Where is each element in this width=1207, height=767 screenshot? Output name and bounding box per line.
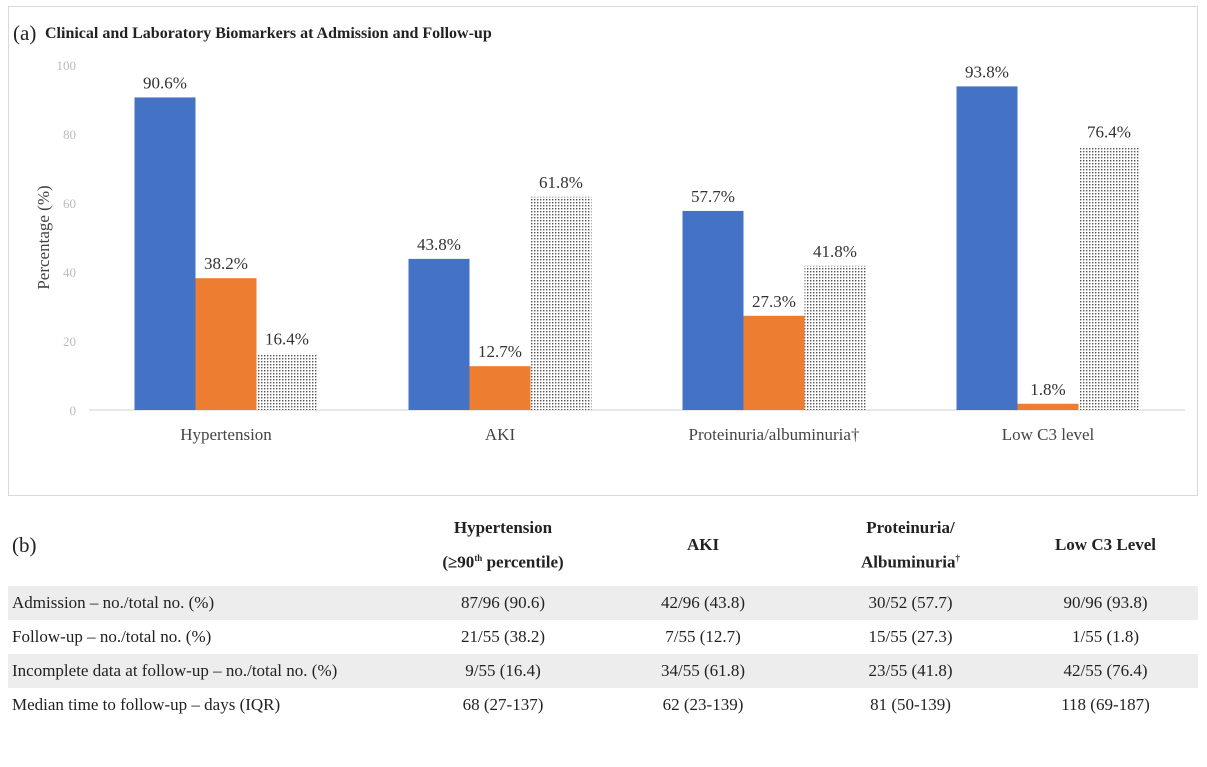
y-tick-label: 40 <box>63 265 76 280</box>
x-tick-label: Hypertension <box>180 425 272 444</box>
row-label: Incomplete data at follow-up – no./total… <box>8 654 408 688</box>
bar <box>195 278 257 410</box>
column-header: Low C3 Level <box>1013 504 1198 586</box>
bar <box>956 86 1018 410</box>
table-cell: 62 (23-139) <box>662 695 744 714</box>
data-label: 76.4% <box>1087 122 1131 141</box>
table-cell: 81 (50-139) <box>870 695 951 714</box>
table-cell: 42/96 (43.8) <box>598 586 808 620</box>
bar <box>743 315 805 410</box>
column-header-line2: (≥90 <box>442 552 475 572</box>
column-header: Proteinuria/ Albuminuria† <box>808 504 1013 586</box>
y-tick-label: 100 <box>57 58 77 73</box>
summary-table: (b) Hypertension (≥90th percentile) AKI … <box>8 504 1198 722</box>
chart-title: Clinical and Laboratory Biomarkers at Ad… <box>45 25 492 42</box>
bar-chart: 0 20 40 60 80 100 Percentage (%) 90.6% 38.2% 16.4… <box>34 58 1185 444</box>
data-label: 12.7% <box>478 342 522 361</box>
bar <box>408 258 470 410</box>
row-label: Follow-up – no./total no. (%) <box>12 627 212 646</box>
table-cell: 21/55 (38.2) <box>460 627 546 646</box>
column-header-line2: Albuminuria <box>861 552 956 572</box>
y-tick-label: 20 <box>63 334 76 349</box>
data-label: 90.6% <box>143 73 187 92</box>
table-cell: 7/55 (12.7) <box>665 627 741 646</box>
table-cell: 1/55 (1.8) <box>1071 627 1140 646</box>
table-cell: 87/96 (90.6) <box>408 586 598 620</box>
table-cell: 30/52 (57.7) <box>808 586 1013 620</box>
table-panel: (b) Hypertension (≥90th percentile) AKI … <box>8 504 1198 766</box>
table-row: Admission – no./total no. (%) 87/96 (90.… <box>8 586 1198 620</box>
table-cell: 118 (69-187) <box>1061 695 1150 714</box>
bar <box>1017 403 1079 410</box>
data-label: 57.7% <box>691 187 735 206</box>
data-label: 16.4% <box>265 329 309 348</box>
column-header-line1: Hypertension <box>453 517 553 537</box>
x-tick-label: AKI <box>485 425 516 444</box>
bar <box>530 196 592 410</box>
column-header-line2b: percentile) <box>482 552 564 572</box>
column-header: Hypertension (≥90th percentile) <box>408 504 598 586</box>
table-cell: 9/55 (16.4) <box>408 654 598 688</box>
table-row: Follow-up – no./total no. (%) 21/55 (38.… <box>8 620 1198 654</box>
table-cell: 68 (27-137) <box>462 695 544 714</box>
column-header-line1: Proteinuria/ <box>866 517 955 537</box>
panel-b-label: (b) <box>12 533 37 557</box>
row-label: Median time to follow-up – days (IQR) <box>12 695 281 714</box>
bar <box>469 366 531 410</box>
column-header-line1: AKI <box>686 535 720 554</box>
table-cell: 90/96 (93.8) <box>1013 586 1198 620</box>
y-axis-label: Percentage (%) <box>34 185 53 289</box>
data-label: 1.8% <box>1030 380 1065 399</box>
data-label: 41.8% <box>813 242 857 261</box>
data-label: 27.3% <box>752 292 796 311</box>
x-tick-label: Low C3 level <box>1002 425 1095 444</box>
bar <box>1078 146 1140 411</box>
bar <box>682 210 744 410</box>
y-tick-label: 0 <box>70 403 77 418</box>
chart-panel: 0 20 40 60 80 100 Percentage (%) 90.6% 38.2% 16.4… <box>8 6 1198 496</box>
y-tick-label: 80 <box>63 127 76 142</box>
row-label: Admission – no./total no. (%) <box>8 586 408 620</box>
panel-a-label: (a) <box>13 21 37 45</box>
table-row: Median time to follow-up – days (IQR) 68… <box>8 688 1198 722</box>
column-header: AKI <box>598 504 808 586</box>
data-label: 43.8% <box>417 235 461 254</box>
table-header-row: (b) Hypertension (≥90th percentile) AKI … <box>8 504 1198 586</box>
y-tick-label: 60 <box>63 196 76 211</box>
bar <box>804 265 866 410</box>
table-cell: 15/55 (27.3) <box>868 627 953 646</box>
data-label: 93.8% <box>965 62 1009 81</box>
table-cell: 23/55 (41.8) <box>808 654 1013 688</box>
table-cell: 34/55 (61.8) <box>598 654 808 688</box>
bar <box>256 353 318 410</box>
table-cell: 42/55 (76.4) <box>1013 654 1198 688</box>
data-label: 38.2% <box>204 254 248 273</box>
column-header-line1: Low C3 Level <box>1054 535 1157 554</box>
data-label: 61.8% <box>539 173 583 192</box>
bar <box>134 97 196 411</box>
column-header-sup: † <box>955 552 960 563</box>
x-tick-label: Proteinuria/albuminuria† <box>689 425 860 444</box>
column-header-sup: th <box>474 552 483 563</box>
table-row: Incomplete data at follow-up – no./total… <box>8 654 1198 688</box>
